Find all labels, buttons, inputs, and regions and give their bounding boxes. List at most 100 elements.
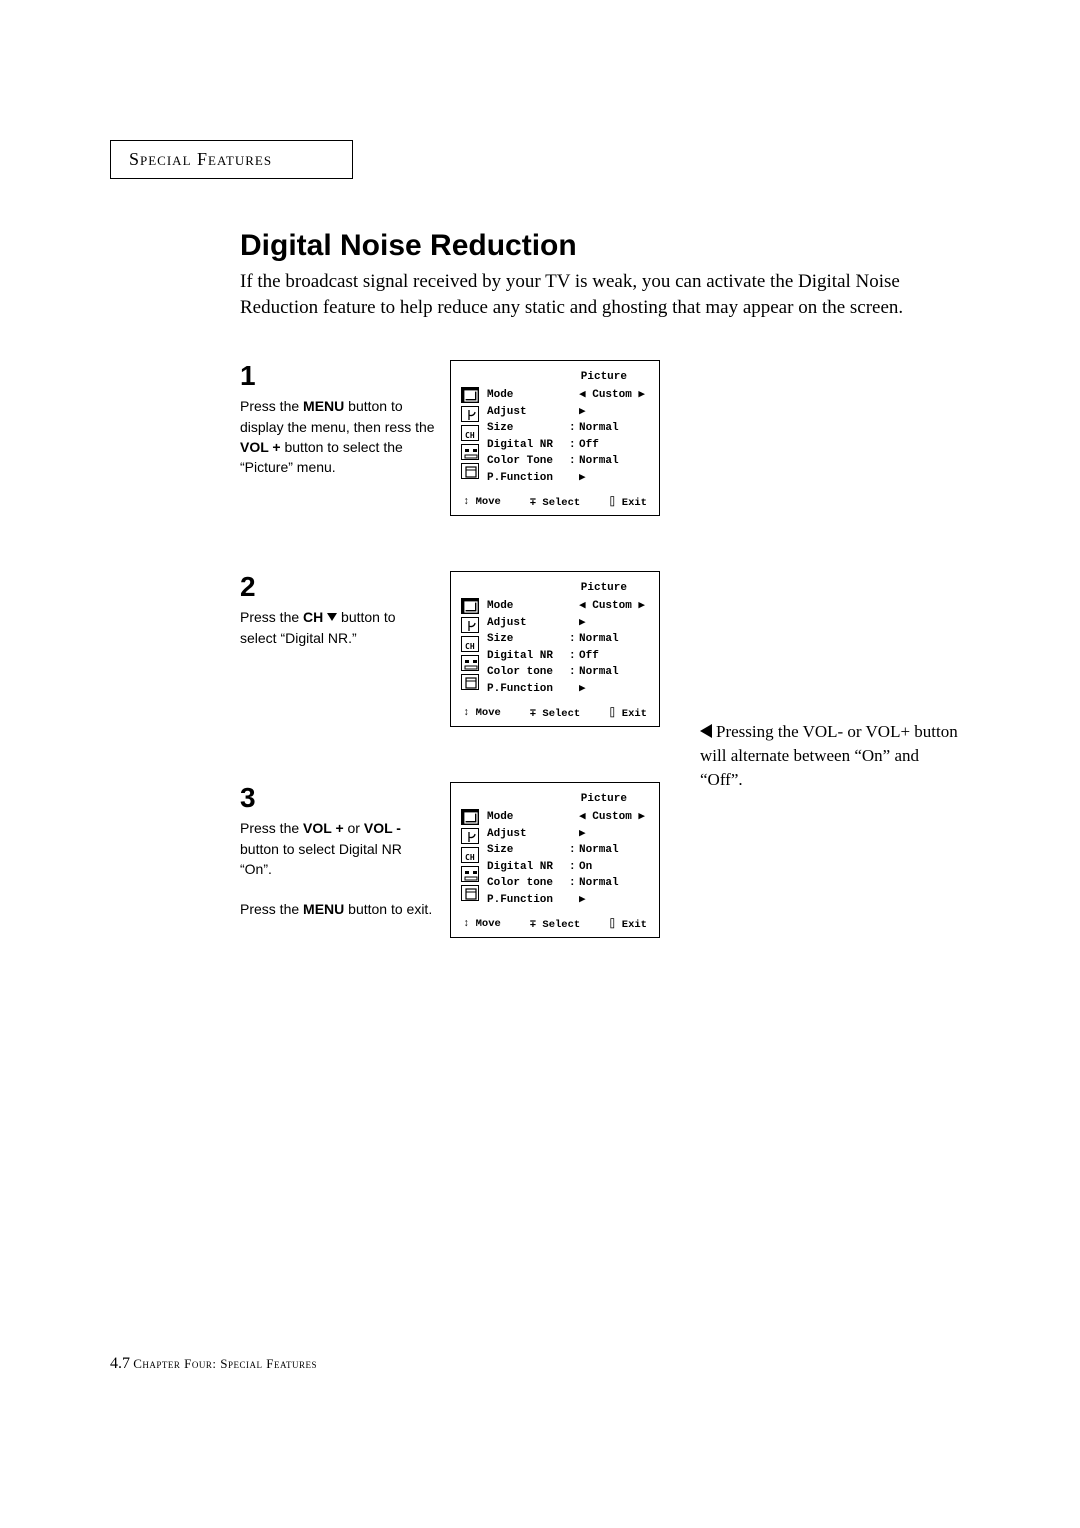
osd-row-sep <box>569 892 579 909</box>
osd-row-sep: : <box>569 437 579 454</box>
osd-footer: ↕ Move∓ Select⌷ Exit <box>461 918 649 931</box>
osd-row-label: Digital NR <box>487 437 569 454</box>
osd-row: P.Function▶ <box>487 470 649 487</box>
step-row: 3 Press the VOL + or VOL - button to sele… <box>240 782 970 938</box>
osd-row: Adjust ▶ <box>487 615 649 632</box>
osd-footer: ↕ Move ∓ Select ⌷ Exit <box>461 707 649 720</box>
osd-body: CH Mode ◀ Custom ▶ Adjust ▶ Size:NormalDigita… <box>461 598 649 697</box>
osd-row-label: Mode <box>487 598 569 615</box>
osd-menu-icon <box>461 674 479 690</box>
osd-row-sep: : <box>569 648 579 665</box>
osd-menu-icon <box>461 809 479 825</box>
osd-menu-icon <box>461 387 479 403</box>
osd-panel: PictureCHMode◀ Custom ▶Adjust▶Size:Norma… <box>450 360 660 516</box>
osd-footer-hint: ∓ Select <box>530 707 580 720</box>
osd-menu-icon <box>461 617 479 633</box>
osd-footer-hint: ⌷ Exit <box>609 918 647 931</box>
page-number: 4.7 <box>110 1355 130 1372</box>
osd-row-sep <box>569 598 579 615</box>
osd-row-label: Digital NR <box>487 859 569 876</box>
osd-row-label: Adjust <box>487 404 569 421</box>
osd-row-sep <box>569 615 579 632</box>
osd-row-label: Adjust <box>487 826 569 843</box>
osd-row-label: Mode <box>487 387 569 404</box>
osd-icon-column: CH <box>461 387 483 486</box>
osd-row: Digital NR:Off <box>487 648 649 665</box>
osd-row-value: ◀ Custom ▶ <box>579 387 649 404</box>
osd-body: CHMode◀ Custom ▶Adjust▶Size:NormalDigita… <box>461 387 649 486</box>
osd-row-sep: : <box>569 842 579 859</box>
step-number: 1 <box>240 360 435 392</box>
step-number: 3 <box>240 782 435 814</box>
section-label: Special Features <box>110 140 353 179</box>
osd-panel: Picture CH Mode ◀ Custom ▶ Adjust ▶ Size:Norma… <box>450 571 660 727</box>
osd-row-sep: : <box>569 875 579 892</box>
osd-row: Color tone:Normal <box>487 875 649 892</box>
osd-row: Mode ◀ Custom ▶ <box>487 809 649 826</box>
osd-row-value: ▶ <box>579 826 649 843</box>
osd-row-sep: : <box>569 859 579 876</box>
osd-menu-icon <box>461 885 479 901</box>
osd-row: P.Function ▶ <box>487 892 649 909</box>
osd-menu-icon <box>461 598 479 614</box>
osd-row-label: Color tone <box>487 875 569 892</box>
osd-row-label: Mode <box>487 809 569 826</box>
osd-footer-hint: ↕ Move <box>463 496 501 509</box>
page: Special Features Digital Noise Reduction… <box>0 0 1080 1528</box>
osd-rows: Mode◀ Custom ▶Adjust▶Size:NormalDigital … <box>483 387 649 486</box>
osd-footer-hint: ⌷ Exit <box>609 707 647 720</box>
osd-menu-icon: CH <box>461 847 479 863</box>
page-title: Digital Noise Reduction <box>240 229 970 263</box>
osd-footer: ↕ Move ∓ Select ⌷ Exit <box>461 496 649 509</box>
osd-row: Adjust ▶ <box>487 826 649 843</box>
osd-row-value: ▶ <box>579 404 649 421</box>
steps-container: 1 Press the MENU button to display the me… <box>110 360 970 938</box>
osd-row-label: Size <box>487 842 569 859</box>
step-left: 2Press the CH button to select “Digital … <box>240 571 450 648</box>
osd-menu-icon <box>461 463 479 479</box>
osd-row: Digital NR:Off <box>487 437 649 454</box>
osd-row: Color tone:Normal <box>487 664 649 681</box>
osd-row-label: Adjust <box>487 615 569 632</box>
down-triangle-icon <box>327 613 337 621</box>
osd-row-value: Normal <box>579 631 649 648</box>
osd-row-value: ▶ <box>579 615 649 632</box>
step-instruction: Press the VOL + or VOL - button to selec… <box>240 818 435 919</box>
osd-row-value: Normal <box>579 453 649 470</box>
osd-row-label: Size <box>487 631 569 648</box>
osd-title: Picture <box>461 793 649 805</box>
osd-row-value: ◀ Custom ▶ <box>579 809 649 826</box>
osd-row-value: Normal <box>579 420 649 437</box>
svg-text:CH: CH <box>465 431 475 440</box>
step-instruction: Press the MENU button to display the men… <box>240 396 435 477</box>
osd-row: Mode ◀ Custom ▶ <box>487 598 649 615</box>
step-row: 2Press the CH button to select “Digital … <box>240 571 970 727</box>
osd-row-label: P.Function <box>487 892 569 909</box>
osd-row-value: ◀ Custom ▶ <box>579 598 649 615</box>
osd-body: CH Mode ◀ Custom ▶ Adjust ▶ Size:Normal Digita… <box>461 809 649 908</box>
osd-panel: Picture CH Mode ◀ Custom ▶ Adjust ▶ Size:Norma… <box>450 782 660 938</box>
svg-text:CH: CH <box>465 642 475 651</box>
osd-menu-icon <box>461 406 479 422</box>
step-number: 2 <box>240 571 435 603</box>
osd-title: Picture <box>461 582 649 594</box>
osd-row-sep <box>569 387 579 404</box>
osd-row-label: Color tone <box>487 664 569 681</box>
section-label-text: Special Features <box>129 149 272 169</box>
side-note: Pressing the VOL- or VOL+ button will al… <box>700 720 960 791</box>
osd-footer-hint: ∓ Select <box>530 496 580 509</box>
step-row: 1 Press the MENU button to display the me… <box>240 360 970 516</box>
osd-row-value: ▶ <box>579 892 649 909</box>
chapter-label: Chapter Four: Special Features <box>133 1356 317 1371</box>
osd-row-value: ▶ <box>579 470 649 487</box>
osd-icon-column: CH <box>461 809 483 908</box>
step-left: 1 Press the MENU button to display the me… <box>240 360 450 477</box>
osd-row-sep: : <box>569 664 579 681</box>
osd-row-sep: : <box>569 631 579 648</box>
osd-row-label: Color Tone <box>487 453 569 470</box>
osd-row-value: Normal <box>579 875 649 892</box>
osd-menu-icon <box>461 828 479 844</box>
osd-icon-column: CH <box>461 598 483 697</box>
osd-footer-hint: ⌷ Exit <box>609 496 647 509</box>
osd-footer-hint: ↕ Move <box>463 707 501 720</box>
